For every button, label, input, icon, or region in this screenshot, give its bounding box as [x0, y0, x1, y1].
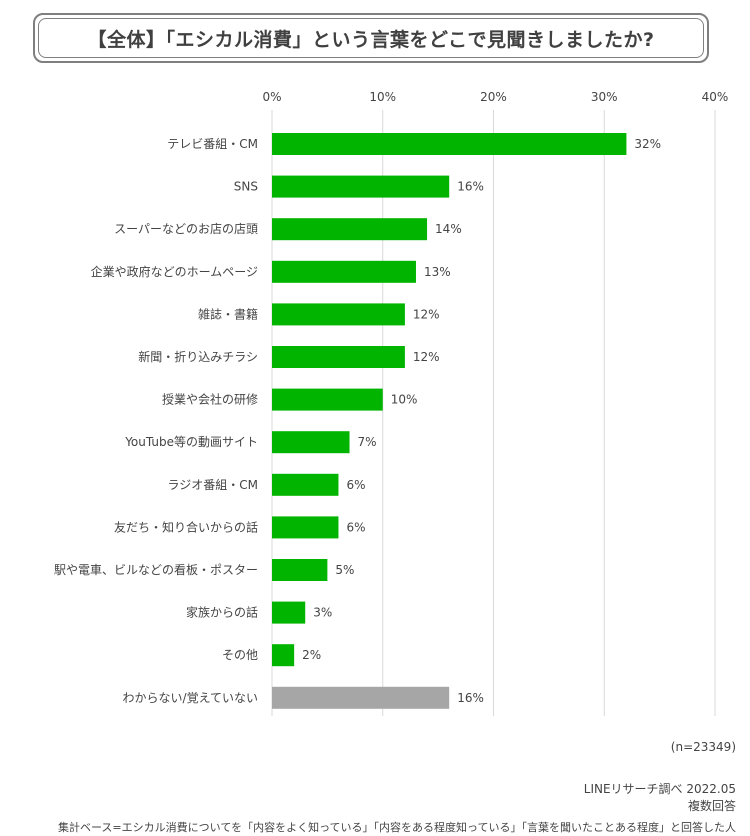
category-label: スーパーなどのお店の店頭 [114, 222, 258, 236]
data-label: 2% [302, 648, 321, 662]
bar [272, 473, 339, 496]
data-label: 6% [346, 520, 365, 534]
bar [272, 388, 383, 411]
data-label: 16% [457, 691, 484, 705]
category-label: ラジオ番組・CM [168, 478, 259, 492]
data-label: 12% [413, 307, 440, 321]
category-label: 家族からの話 [186, 605, 258, 620]
bar [272, 133, 627, 155]
x-tick-label: 30% [591, 90, 618, 104]
bar [272, 644, 295, 667]
answer-type-note: 複数回答 [687, 799, 736, 813]
category-label: 雑誌・書籍 [198, 306, 258, 321]
data-label: 13% [424, 265, 451, 279]
bar [272, 260, 416, 283]
data-label: 12% [413, 350, 440, 364]
x-tick-label: 20% [480, 90, 507, 104]
bar [272, 175, 450, 198]
bar [272, 346, 405, 368]
category-label: わからない/覚えていない [123, 691, 258, 705]
x-tick-label: 0% [262, 90, 281, 104]
data-label: 7% [358, 435, 377, 449]
source-note: LINEリサーチ調べ 2022.05 [583, 782, 736, 796]
data-label: 10% [391, 393, 418, 407]
bar [272, 218, 428, 241]
bar [272, 686, 450, 709]
data-label: 5% [335, 563, 354, 577]
category-label: 授業や会社の研修 [162, 392, 258, 407]
data-label: 6% [346, 478, 365, 492]
category-label: SNS [234, 180, 258, 194]
bar [272, 431, 350, 454]
bar-chart: 0% 10% 20% 30% 40% テレビ番組・CM 32% SNS 16% スーパーなどのお店… [54, 90, 729, 716]
category-label: 新聞・折り込みチラシ [138, 349, 258, 364]
base-note: 集計ベース=エシカル消費についてを「内容をよく知っている」「内容をある程度知って… [57, 821, 736, 834]
bar [272, 601, 306, 624]
data-label: 14% [435, 222, 462, 236]
category-label: テレビ番組・CM [167, 137, 258, 151]
x-tick-label: 10% [369, 90, 396, 104]
category-label: YouTube等の動画サイト [124, 435, 258, 449]
category-label: 友だち・知り合いからの話 [114, 519, 258, 534]
category-label: 企業や政府などのホームページ [91, 264, 258, 279]
data-label: 16% [457, 180, 484, 194]
title-box: 【全体】「エシカル消費」という言葉をどこで見聞きしましたか? [33, 13, 709, 63]
bar [272, 559, 328, 581]
data-label: 3% [313, 606, 332, 620]
data-label: 32% [634, 137, 661, 151]
bar [272, 303, 405, 326]
chart-title: 【全体】「エシカル消費」という言葉をどこで見聞きしましたか? [87, 28, 655, 51]
category-label: 駅や電車、ビルなどの看板・ポスター [54, 563, 258, 577]
bar [272, 516, 339, 539]
x-tick-label: 40% [702, 90, 729, 104]
sample-size: (n=23349) [670, 740, 736, 754]
category-label: その他 [222, 648, 258, 662]
